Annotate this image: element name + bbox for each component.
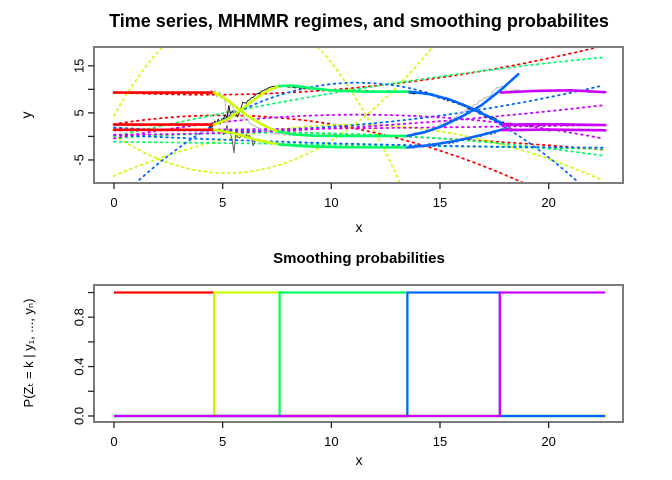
- x-tick-label: 15: [433, 195, 447, 210]
- smoothing-step-P(Z=3) regime-3: [114, 291, 606, 418]
- dimension-1-segment-3: [406, 73, 520, 138]
- x-tick-label: 0: [110, 434, 117, 449]
- x-tick-label: 0: [110, 195, 117, 210]
- dimension-3-segment-2: [277, 143, 409, 149]
- bottom-chart-title: Smoothing probabilities: [273, 250, 445, 267]
- dimension-2-segment-1: [212, 84, 281, 126]
- regression-curve-13: [113, 104, 604, 136]
- top-y-axis-label: y: [18, 111, 34, 119]
- x-tick-label: 5: [219, 434, 226, 449]
- top-chart: 0 5 10 15 20 -5 5 15: [72, 46, 624, 210]
- regression-curve-11: [113, 134, 604, 149]
- regression-curve-5: [113, 123, 604, 182]
- plot-box: [93, 46, 624, 184]
- y-tick-label: 0.4: [72, 358, 87, 376]
- bottom-y-axis-label: P(Zₜ = k | y₁, ..., yₙ): [21, 298, 36, 408]
- dimension-2-segment-2: [277, 84, 411, 93]
- dimension-1-segment-4: [499, 89, 607, 94]
- smoothing-step-P(Z=1) regime-1: [114, 291, 606, 418]
- regression-curve-0: [113, 47, 603, 96]
- x-tick-label: 10: [324, 434, 338, 449]
- y-tick-label: 5: [72, 109, 87, 116]
- y-tick-label: 0.0: [72, 407, 87, 425]
- dimension-2-segment-4: [501, 122, 607, 127]
- regression-curve-3: [113, 47, 401, 183]
- top-x-axis-label: x: [355, 219, 363, 235]
- x-tick-label: 15: [433, 434, 447, 449]
- regression-curve-6: [113, 56, 604, 138]
- x-tick-label: 10: [324, 195, 338, 210]
- bottom-chart: 0 5 10 15 20 0.0 0.4 0.8: [72, 284, 624, 449]
- bottom-x-axis-label: x: [355, 452, 363, 468]
- dimension-2-segment-3: [408, 90, 505, 126]
- smoothing-step-P(Z=5) regime-5: [114, 291, 606, 418]
- y-tick-label: -5: [72, 154, 87, 166]
- x-tick-label: 20: [541, 434, 555, 449]
- top-chart-title: Time series, MHMMR regimes, and smoothin…: [109, 11, 609, 31]
- plot-area: [114, 291, 606, 418]
- smoothing-step-P(Z=2) regime-2: [114, 291, 606, 418]
- smoothing-step-P(Z=4) regime-4: [114, 291, 606, 418]
- dimension-1-segment-1: [212, 91, 281, 133]
- dimension-3-segment-4: [501, 128, 607, 132]
- plot-area: [112, 47, 607, 183]
- regression-curve-9: [134, 81, 581, 183]
- regression-curve-1: [113, 114, 526, 183]
- y-tick-label: 15: [72, 59, 87, 73]
- y-tick-label: 0.8: [72, 308, 87, 326]
- dimension-3-segment-3: [406, 128, 505, 149]
- x-tick-label: 5: [219, 195, 226, 210]
- x-tick-label: 20: [541, 195, 555, 210]
- regression-curve-4: [113, 47, 434, 174]
- plot-box: [93, 284, 624, 423]
- dimension-1-segment-2: [277, 130, 409, 138]
- dimension-3-segment-1: [212, 128, 281, 146]
